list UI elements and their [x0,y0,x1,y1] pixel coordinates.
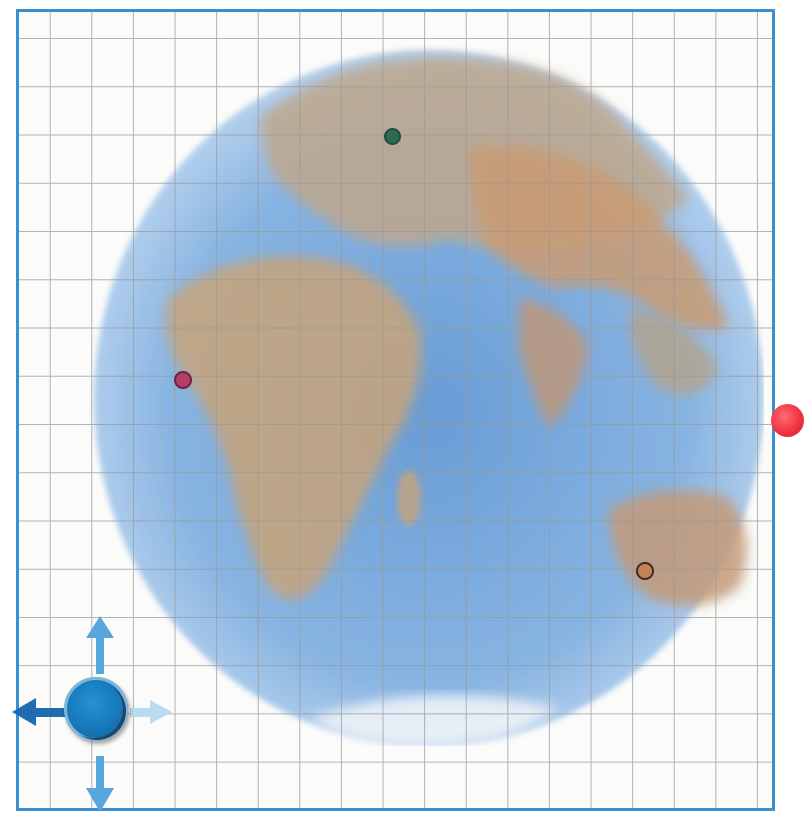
map-marker-magenta[interactable] [174,371,192,389]
map-grid [19,12,772,808]
arrow-up-icon[interactable] [86,616,114,674]
arrow-left-icon[interactable] [12,698,68,726]
map-marker-green[interactable] [384,128,401,145]
map-marker-red[interactable] [771,404,804,437]
map-marker-orange[interactable] [636,562,654,580]
arrow-right-icon[interactable] [130,700,172,724]
direction-pad[interactable] [12,616,182,816]
arrow-down-icon[interactable] [86,756,114,812]
player-token-icon[interactable] [64,677,128,741]
game-board[interactable] [16,9,775,811]
